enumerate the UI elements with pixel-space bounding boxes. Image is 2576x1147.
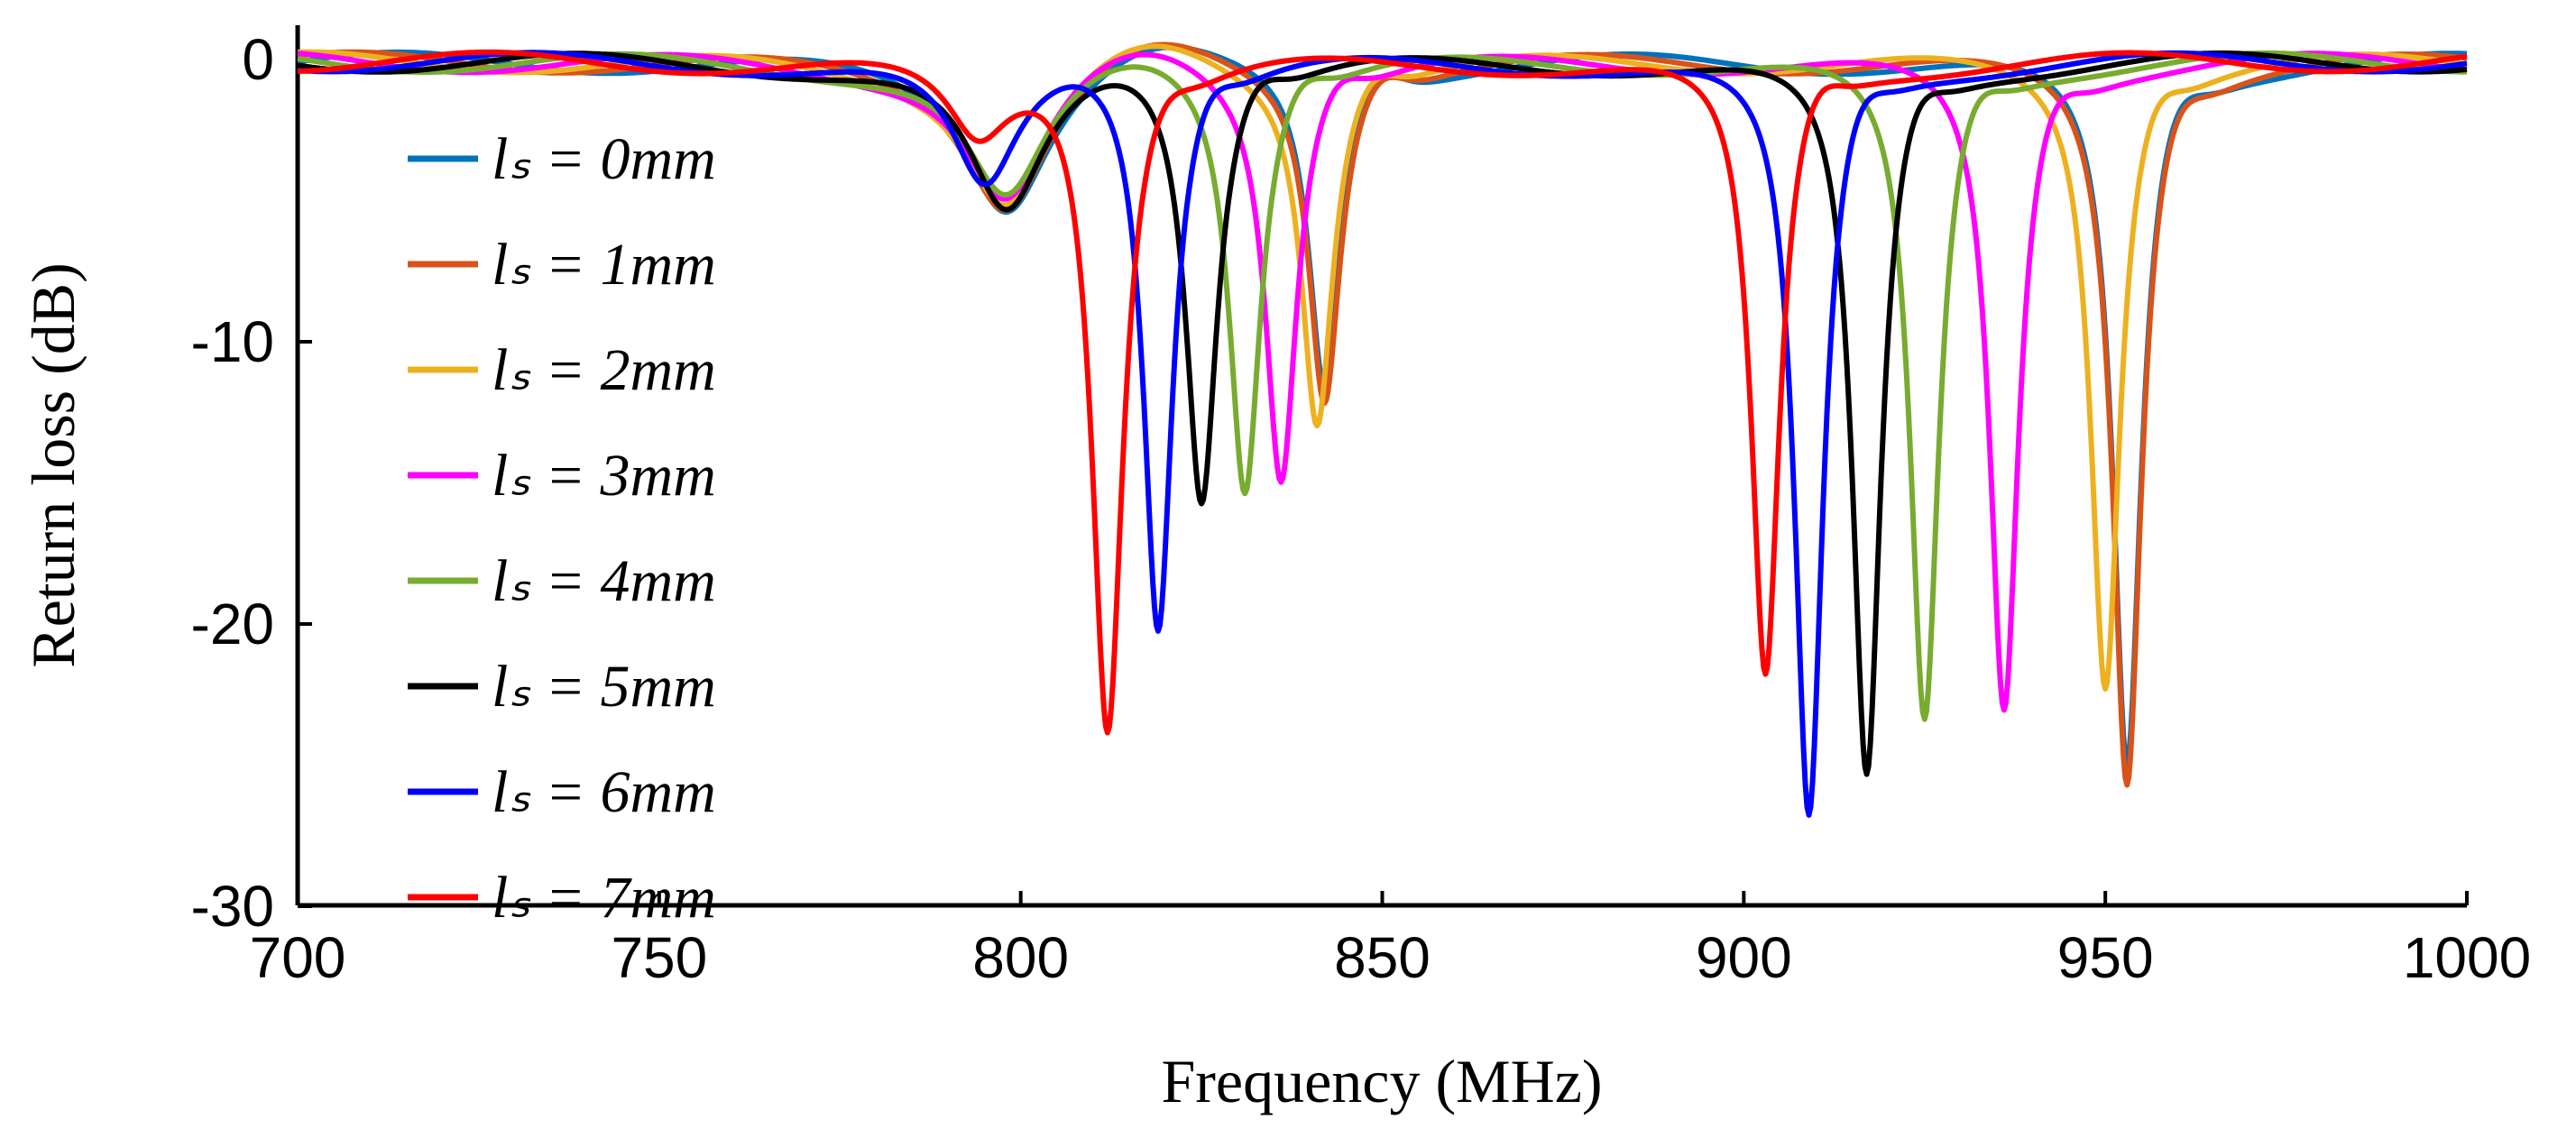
y-tick-label: -10 (191, 309, 275, 374)
legend-label-5: lₛ = 5mm (492, 654, 716, 720)
y-ticks: 0 -10 -20 -30 (191, 27, 312, 939)
legend-label-3: lₛ = 3mm (492, 443, 716, 509)
x-tick-label: 900 (1696, 925, 1792, 990)
legend-label-0: lₛ = 0mm (492, 126, 716, 192)
x-tick-label: 1000 (2403, 925, 2531, 990)
x-tick-label: 750 (611, 925, 707, 990)
x-tick-label: 800 (972, 925, 1069, 990)
legend-label-2: lₛ = 2mm (492, 337, 716, 403)
y-tick-label: -20 (191, 592, 275, 656)
x-axis-title: Frequency (MHz) (1161, 1047, 1602, 1115)
legend-label-4: lₛ = 4mm (492, 548, 716, 614)
series-lines (297, 41, 2468, 818)
legend-label-7: lₛ = 7mm (492, 865, 716, 931)
x-tick-label: 850 (1334, 925, 1431, 990)
legend-label-6: lₛ = 6mm (492, 759, 716, 825)
series-line-7 (297, 49, 2468, 736)
x-tick-label: 700 (250, 925, 346, 990)
x-tick-label: 950 (2057, 925, 2154, 990)
legend-label-1: lₛ = 1mm (492, 232, 716, 298)
series-line-6 (297, 50, 2468, 818)
series-line-4 (297, 50, 2468, 722)
y-axis-title: Return loss (dB) (19, 262, 87, 668)
y-tick-label: 0 (242, 27, 274, 92)
legend: lₛ = 0mm lₛ = 1mm lₛ = 2mm lₛ = 3mm lₛ = 4mm… (408, 126, 716, 931)
x-ticks: 700 750 800 850 900 950 1000 (250, 891, 2531, 990)
y-tick-label: -30 (191, 874, 275, 939)
